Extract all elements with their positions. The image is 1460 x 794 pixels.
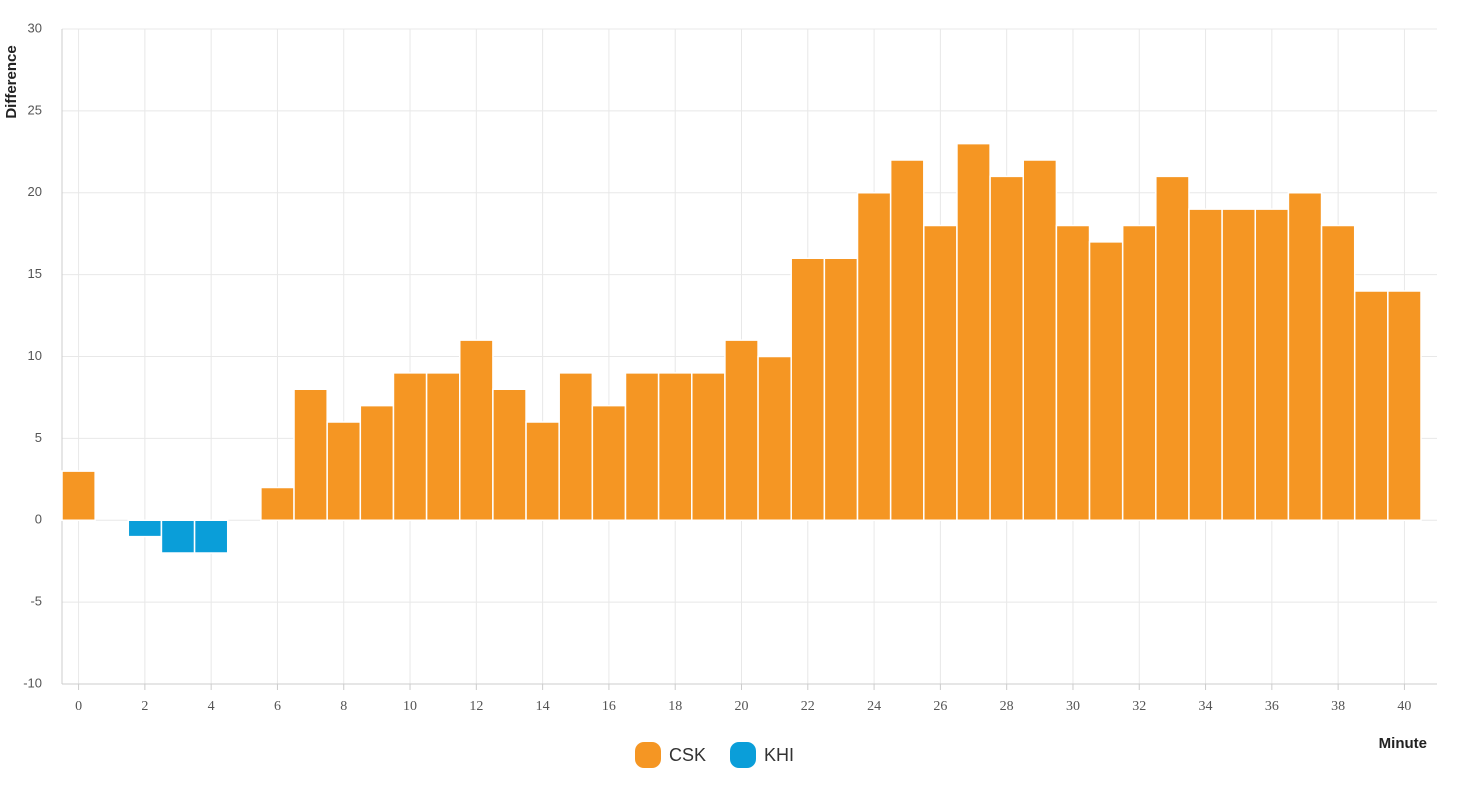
bar [624, 372, 660, 521]
bar [757, 355, 792, 521]
bar [923, 224, 958, 521]
bar [1221, 208, 1257, 521]
x-axis-label: Minute [1379, 735, 1427, 752]
bar [193, 519, 229, 554]
x-tick-label: 12 [469, 699, 483, 714]
x-tick-label: 6 [274, 699, 281, 714]
legend-label: KHI [764, 745, 794, 765]
bar [1088, 241, 1124, 521]
x-tick-label: 38 [1331, 699, 1345, 714]
bar [823, 257, 859, 521]
x-tick-label: 16 [602, 699, 616, 714]
x-tick-label: 40 [1397, 699, 1411, 714]
bar [1353, 290, 1389, 521]
x-tick-label: 8 [340, 699, 347, 714]
legend-label: CSK [669, 745, 706, 765]
bar [459, 339, 494, 521]
legend-marker [730, 742, 756, 768]
bar [1287, 192, 1323, 521]
y-tick-label: 10 [28, 348, 42, 363]
x-tick-label: 26 [933, 699, 947, 714]
bar [359, 404, 395, 521]
bar [724, 339, 759, 521]
x-tick-label: 2 [141, 699, 148, 714]
x-tick-label: 10 [403, 699, 417, 714]
x-tick-label: 18 [668, 699, 682, 714]
y-tick-label: 20 [28, 184, 42, 199]
x-tick-label: 34 [1199, 699, 1213, 714]
bar [1320, 224, 1356, 521]
bar [293, 388, 328, 521]
bar [127, 519, 163, 538]
y-tick-label: -5 [30, 594, 42, 609]
y-tick-label: 25 [28, 102, 42, 117]
x-tick-label: 0 [75, 699, 82, 714]
bar [591, 404, 627, 521]
bar [1121, 224, 1157, 521]
y-tick-label: 15 [28, 266, 42, 281]
x-tick-label: 30 [1066, 699, 1080, 714]
bar [492, 388, 527, 521]
x-tick-label: 24 [867, 699, 881, 714]
y-axis-label: Difference [3, 45, 20, 118]
bar [260, 486, 295, 521]
bar [856, 192, 892, 521]
x-tick-label: 32 [1132, 699, 1146, 714]
bar [1055, 224, 1091, 521]
bar [1254, 208, 1290, 521]
bar [1188, 208, 1223, 521]
bar [956, 142, 991, 521]
legend-marker [635, 742, 661, 768]
x-tick-label: 22 [801, 699, 815, 714]
x-tick-label: 4 [208, 699, 215, 714]
bar [1155, 175, 1190, 521]
y-tick-label: 30 [28, 20, 42, 35]
bar [392, 372, 428, 521]
bar [525, 421, 560, 521]
y-tick-label: -10 [23, 675, 42, 690]
x-tick-label: 20 [735, 699, 749, 714]
bar [691, 372, 726, 521]
bar [326, 421, 362, 521]
bar [657, 372, 693, 521]
bar [989, 175, 1024, 521]
bar [889, 159, 925, 521]
x-tick-label: 28 [1000, 699, 1014, 714]
x-tick-label: 36 [1265, 699, 1279, 714]
bar [790, 257, 826, 521]
bar [558, 372, 594, 521]
y-tick-label: 5 [35, 430, 42, 445]
bar [425, 372, 461, 521]
x-tick-label: 14 [536, 699, 550, 714]
bar [1022, 159, 1058, 521]
bar [1387, 290, 1422, 521]
bar [160, 519, 196, 554]
y-tick-label: 0 [35, 512, 42, 527]
bar [61, 470, 96, 521]
